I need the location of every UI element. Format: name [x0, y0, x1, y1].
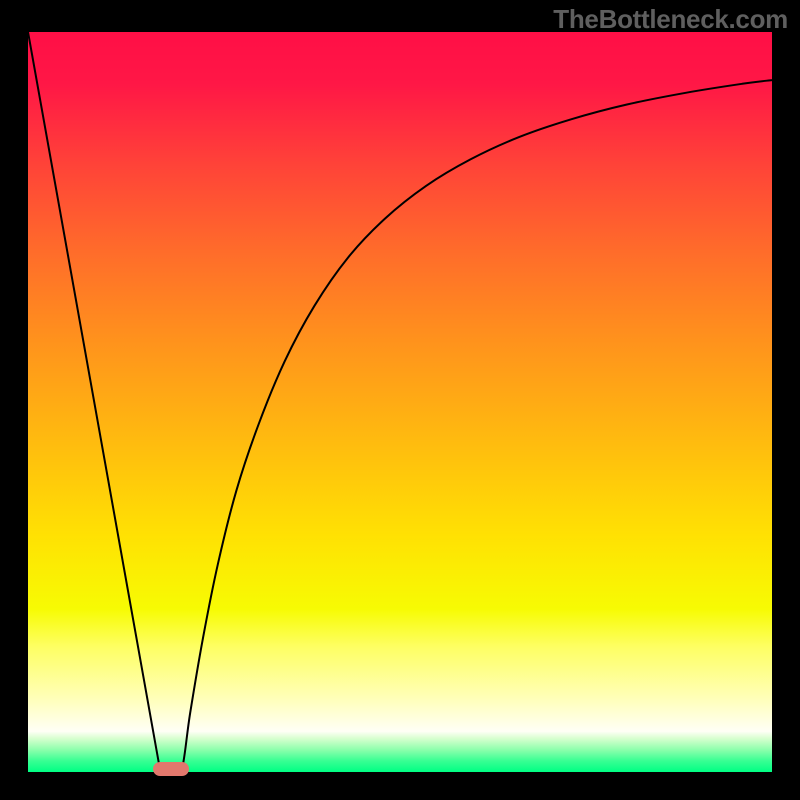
- plot-area: [28, 32, 772, 772]
- optimal-point-marker: [153, 762, 189, 776]
- plot-frame: [28, 32, 772, 772]
- watermark-text: TheBottleneck.com: [553, 4, 788, 35]
- bottleneck-curve: [28, 32, 772, 772]
